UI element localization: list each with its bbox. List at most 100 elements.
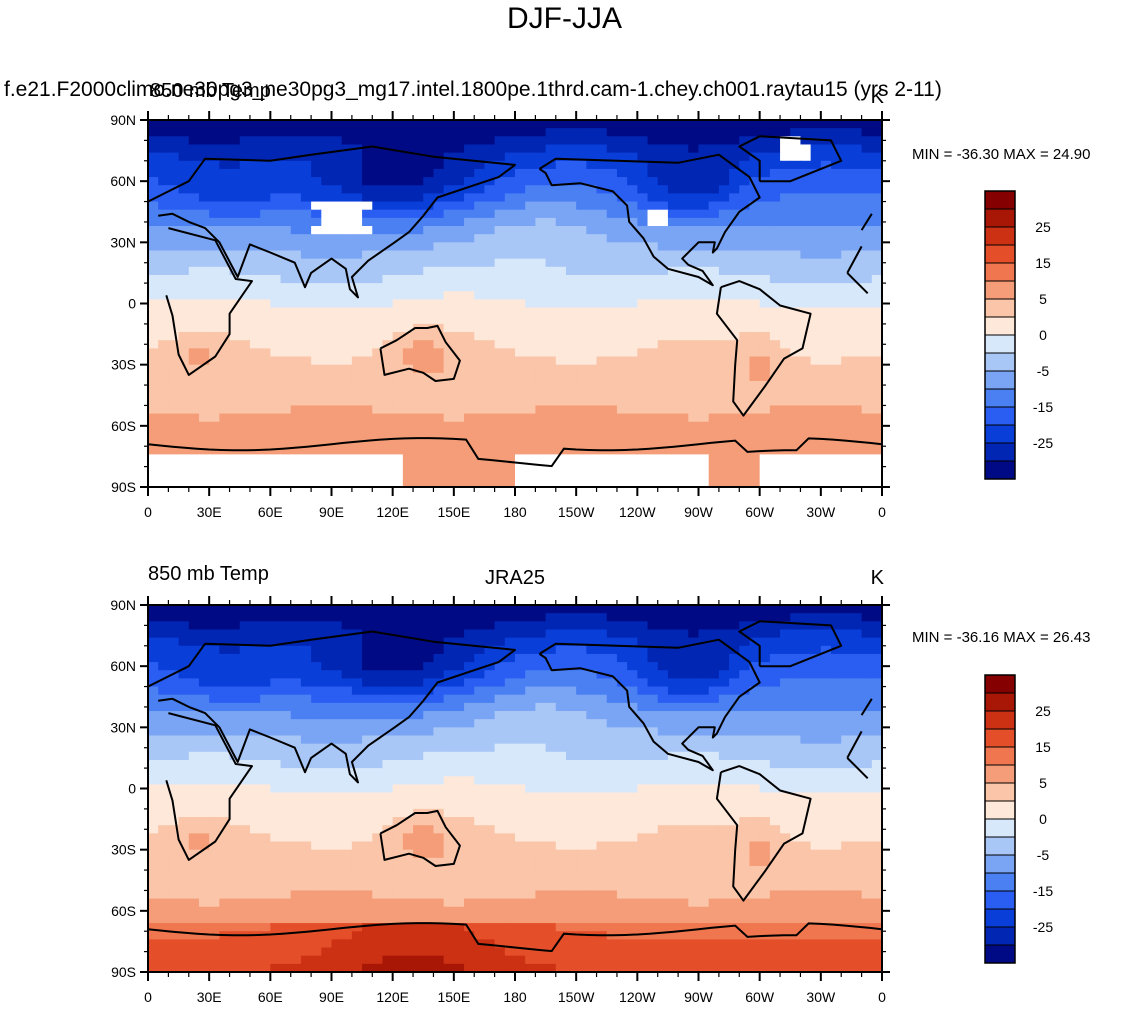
longitude-label: 30W: [806, 504, 836, 518]
reanalysis-units-label: K: [870, 567, 884, 589]
colorbar-box: [984, 334, 1016, 354]
temperature-field: [148, 605, 882, 972]
reanalysis-min-max: MIN = -36.16 MAX = 26.43: [912, 629, 1091, 646]
colorbar-box: [984, 782, 1016, 802]
longitude-label: 30W: [806, 989, 836, 1005]
colorbar-label: -5: [1037, 363, 1050, 379]
colorbar-box: [984, 316, 1016, 336]
colorbar-box: [984, 442, 1016, 462]
colorbar-box: [984, 908, 1016, 928]
colorbar-box: [984, 280, 1016, 300]
longitude-label: 60E: [258, 504, 283, 518]
longitude-label: 90E: [319, 504, 344, 518]
coastlines: [148, 135, 882, 468]
colorbar-box: [984, 818, 1016, 838]
longitude-label: 180: [503, 504, 527, 518]
colorbar-box: [984, 674, 1016, 694]
colorbar-box: [984, 800, 1016, 820]
colorbar-box: [984, 190, 1016, 210]
longitude-label: 0: [878, 989, 886, 1005]
colorbar-box: [984, 692, 1016, 712]
latitude-label: 60S: [111, 903, 136, 919]
colorbar-label: 15: [1035, 739, 1051, 755]
longitude-label: 120E: [376, 504, 409, 518]
latitude-label: 30N: [110, 234, 136, 250]
colorbar-box: [984, 352, 1016, 372]
latitude-label: 60N: [110, 658, 136, 674]
latitude-label: 90S: [111, 479, 136, 495]
reanalysis-dataset-label: JRA25: [484, 567, 546, 589]
longitude-label: 180: [503, 989, 527, 1005]
reanalysis-panel: 850 mb Temp JRA25 K MIN = -36.16 MAX = 2…: [0, 560, 1129, 1013]
longitude-label: 150W: [558, 504, 595, 518]
temperature-field: [148, 120, 882, 487]
model-panel: f.e21.F2000climo.ne30pg3_ne30pg3_mg17.in…: [0, 78, 1129, 518]
longitude-label: 120W: [619, 504, 656, 518]
longitude-label: 90W: [684, 504, 714, 518]
colorbar-box: [984, 944, 1016, 964]
longitude-label: 30E: [197, 504, 222, 518]
colorbar-label: 25: [1035, 219, 1051, 235]
longitude-label: 0: [144, 504, 152, 518]
colorbar-box: [984, 208, 1016, 228]
colorbar-box: [984, 424, 1016, 444]
colorbar-box: [984, 872, 1016, 892]
colorbar-box: [984, 262, 1016, 282]
colorbar-box: [984, 728, 1016, 748]
latitude-label: 0: [128, 296, 136, 312]
colorbar-box: [984, 890, 1016, 910]
model-units-label: K: [870, 86, 884, 108]
colorbar-box: [984, 926, 1016, 946]
main-title: DJF-JJA: [507, 2, 622, 35]
colorbar-box: [984, 298, 1016, 318]
longitude-label: 150E: [437, 989, 470, 1005]
latitude-label: 30N: [110, 719, 136, 735]
colorbar-label: -5: [1037, 847, 1050, 863]
longitude-label: 60W: [745, 504, 775, 518]
model-min-max: MIN = -36.30 MAX = 24.90: [912, 146, 1091, 163]
longitude-label: 120E: [376, 989, 409, 1005]
colorbar-box: [984, 764, 1016, 784]
colorbar-label: 15: [1035, 255, 1051, 271]
latitude-label: 30S: [111, 842, 136, 858]
colorbar-box: [984, 836, 1016, 856]
latitude-label: 0: [128, 781, 136, 797]
longitude-label: 0: [878, 504, 886, 518]
latitude-label: 90N: [110, 597, 136, 613]
colorbar-label: 0: [1039, 327, 1047, 343]
latitude-label: 30S: [111, 357, 136, 373]
colorbar-label: 5: [1039, 291, 1047, 307]
colorbar-label: -15: [1033, 399, 1053, 415]
colorbar-label: -25: [1033, 919, 1053, 935]
longitude-label: 90E: [319, 989, 344, 1005]
latitude-label: 60S: [111, 418, 136, 434]
colorbar-box: [984, 854, 1016, 874]
reanalysis-map: 90N 60N 30N 0 30S 60S 90S 0 30E 60E 90E 120E 150E 180…: [110, 596, 890, 1005]
longitude-label: 150W: [558, 989, 595, 1005]
latitude-label: 60N: [110, 173, 136, 189]
longitude-label: 150E: [437, 504, 470, 518]
model-run-title: f.e21.F2000climo.ne30pg3_ne30pg3_mg17.in…: [4, 78, 942, 101]
colorbar-label: 0: [1039, 811, 1047, 827]
longitude-label: 60E: [258, 989, 283, 1005]
colorbar-box: [984, 406, 1016, 426]
colorbar-box: [984, 226, 1016, 246]
coastlines: [148, 620, 882, 953]
longitude-label: 0: [144, 989, 152, 1005]
longitude-label: 60W: [745, 989, 775, 1005]
colorbar-box: [984, 746, 1016, 766]
colorbar-box: [984, 460, 1016, 480]
colorbar-box: [984, 370, 1016, 390]
model-map: 90N 60N 30N 0 30S 60S 90S 0 30E 60E 90E 120E 150E 180…: [110, 111, 890, 518]
colorbar-label: -15: [1033, 883, 1053, 899]
colorbar-label: 5: [1039, 775, 1047, 791]
colorbar-label: -25: [1033, 435, 1053, 451]
model-colorbar: 25 15 5 0 -5 -15 -25: [984, 190, 1053, 480]
latitude-label: 90N: [110, 112, 136, 128]
longitude-label: 30E: [197, 989, 222, 1005]
colorbar-box: [984, 244, 1016, 264]
colorbar-box: [984, 710, 1016, 730]
colorbar-label: 25: [1035, 703, 1051, 719]
longitude-label: 90W: [684, 989, 714, 1005]
longitude-label: 120W: [619, 989, 656, 1005]
